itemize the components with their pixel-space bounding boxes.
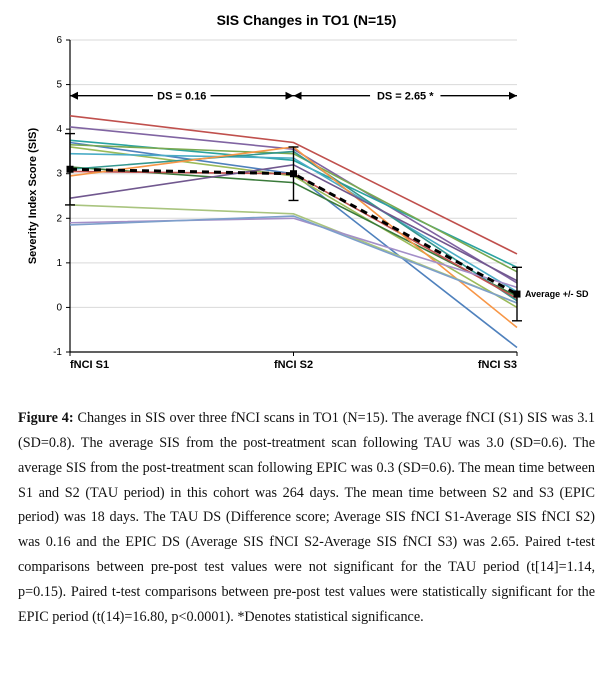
svg-text:DS = 2.65 *: DS = 2.65 * xyxy=(377,91,434,103)
chart-container: SIS Changes in TO1 (N=15) -1 0 1 2 3 4 5 6 fNCI … xyxy=(18,12,595,392)
figure-label: Figure 4: xyxy=(18,410,74,426)
svg-text:6: 6 xyxy=(56,35,62,46)
svg-text:5: 5 xyxy=(56,80,62,91)
svg-text:-1: -1 xyxy=(53,347,62,358)
svg-text:3: 3 xyxy=(56,169,62,180)
figure-caption: Figure 4: Changes in SIS over three fNCI… xyxy=(18,406,595,630)
svg-text:DS = 0.16: DS = 0.16 xyxy=(157,91,206,103)
svg-text:4: 4 xyxy=(56,124,62,135)
svg-text:1: 1 xyxy=(56,258,62,269)
svg-text:2: 2 xyxy=(56,213,62,224)
svg-text:fNCI S3: fNCI S3 xyxy=(478,359,517,371)
caption-text: Changes in SIS over three fNCI scans in … xyxy=(18,410,595,625)
svg-text:fNCI S2: fNCI S2 xyxy=(274,359,313,371)
chart-title: SIS Changes in TO1 (N=15) xyxy=(18,12,595,28)
svg-text:fNCI S1: fNCI S1 xyxy=(70,359,109,371)
line-chart: -1 0 1 2 3 4 5 6 fNCI S1 fNCI S2 fNCI S3 Severity I… xyxy=(18,32,595,382)
svg-text:Average +/- SD: Average +/- SD xyxy=(525,289,589,299)
svg-text:Severity Index Score (SIS): Severity Index Score (SIS) xyxy=(27,128,39,265)
svg-text:0: 0 xyxy=(56,302,62,313)
